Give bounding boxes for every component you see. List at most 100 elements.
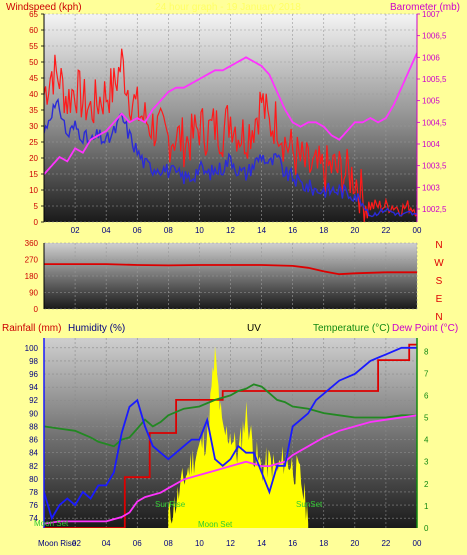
humidity-x-tick: 16 — [288, 539, 297, 548]
wind-x-tick: 08 — [164, 226, 173, 235]
temperature-y-tick: 5 — [424, 414, 429, 423]
direction-y-tick: 0 — [34, 305, 39, 314]
wind-x-tick: 02 — [71, 226, 80, 235]
wind-x-tick: 00 — [413, 226, 422, 235]
dew-point-label: Dew Point (°C) — [392, 323, 458, 334]
wind-y-tick: 5 — [34, 202, 39, 211]
direction-grid — [44, 242, 418, 310]
wind-axis-label: Windspeed (kph) — [6, 2, 82, 13]
wind-x-tick: 22 — [381, 226, 390, 235]
wind-y-tick: 65 — [29, 10, 38, 19]
humidity-series — [44, 343, 417, 528]
humidity-axes: 7476788082848688909294969810001234567804… — [25, 338, 429, 548]
compass-label: W — [434, 258, 444, 269]
wind-axes: 0 5 10 15 20 25 30 35 40 45 50 55 60 65 1002,5 1003 1003… — [29, 10, 447, 235]
temperature-y-tick: 8 — [424, 347, 429, 356]
wind-y-tick: 25 — [29, 138, 38, 147]
humidity-y-tick: 84 — [29, 449, 38, 458]
humidity-y-tick: 94 — [29, 383, 38, 392]
barometer-y-tick: 1004 — [422, 140, 440, 149]
barometer-y-tick: 1005 — [422, 97, 440, 106]
barometer-y-tick: 1003,5 — [422, 162, 447, 171]
wind-y-tick: 20 — [29, 154, 38, 163]
direction-y-tick: 360 — [25, 239, 39, 248]
humidity-y-tick: 82 — [29, 462, 38, 471]
humidity-x-tick: 00 — [413, 539, 422, 548]
wind-series — [44, 48, 417, 222]
windspeed-series-line — [44, 97, 417, 218]
temperature-y-tick: 0 — [424, 524, 429, 533]
rainfall-label: Rainfall (mm) — [2, 323, 61, 334]
compass-label: N — [435, 240, 442, 251]
barometer-series-line — [44, 52, 417, 175]
humidity-x-tick: 22 — [381, 539, 390, 548]
x-first-tick: 02 — [72, 539, 81, 548]
direction-y-tick: 90 — [29, 289, 38, 298]
wind-y-tick: 0 — [34, 218, 39, 227]
humidity-x-tick: 04 — [102, 539, 111, 548]
uv-label: UV — [247, 323, 261, 334]
temperature-y-tick: 3 — [424, 458, 429, 467]
sunrise-label: SunRise — [155, 500, 186, 509]
temperature-label: Temperature (°C) — [313, 323, 390, 334]
wind-y-tick: 55 — [29, 42, 38, 51]
temperature-y-tick: 2 — [424, 480, 429, 489]
compass-label: S — [436, 276, 443, 287]
direction-series-line — [44, 263, 417, 276]
wind-y-tick: 15 — [29, 170, 38, 179]
wind-y-tick: 10 — [29, 186, 38, 195]
humidity-label: Humidity (%) — [68, 323, 125, 334]
barometer-axis-label: Barometer (mb) — [390, 2, 460, 13]
humidity-x-tick: 18 — [319, 539, 328, 548]
wind-y-tick: 40 — [29, 90, 38, 99]
gust-series-line — [44, 48, 417, 222]
humidity-y-tick: 96 — [29, 370, 38, 379]
humidity-y-tick: 86 — [29, 436, 38, 445]
humidity-x-tick: 10 — [195, 539, 204, 548]
wind-y-tick: 45 — [29, 74, 38, 83]
humidity-y-tick: 98 — [29, 357, 38, 366]
humidity-y-tick: 100 — [25, 344, 39, 353]
wind-y-tick: 30 — [29, 122, 38, 131]
barometer-y-tick: 1002,5 — [422, 205, 447, 214]
sunset-label: SunSet — [296, 500, 323, 509]
humidity-y-tick: 90 — [29, 409, 38, 418]
direction-y-tick: 270 — [25, 256, 39, 265]
wind-x-tick: 20 — [350, 226, 359, 235]
humidity-x-tick: 12 — [226, 539, 235, 548]
compass-label: E — [436, 294, 443, 305]
wind-x-tick: 18 — [319, 226, 328, 235]
temperature-y-tick: 6 — [424, 391, 429, 400]
moon-set-left-label: Moon Set — [34, 519, 69, 528]
temperature-y-tick: 7 — [424, 369, 429, 378]
wind-x-tick: 12 — [226, 226, 235, 235]
humidity-x-tick: 20 — [350, 539, 359, 548]
humidity-x-tick: 14 — [257, 539, 266, 548]
humidity-x-tick: 06 — [133, 539, 142, 548]
barometer-y-tick: 1005,5 — [422, 75, 447, 84]
wind-y-tick: 60 — [29, 26, 38, 35]
rainfall-series-line — [44, 343, 417, 528]
humidity-series-line — [44, 346, 417, 521]
barometer-y-tick: 1006 — [422, 53, 440, 62]
humidity-y-tick: 76 — [29, 501, 38, 510]
temperature-y-tick: 1 — [424, 502, 429, 511]
humidity-y-tick: 88 — [29, 422, 38, 431]
humidity-y-tick: 80 — [29, 475, 38, 484]
barometer-y-tick: 1006,5 — [422, 32, 447, 41]
wind-x-tick: 14 — [257, 226, 266, 235]
barometer-y-tick: 1004,5 — [422, 118, 447, 127]
wind-y-tick: 50 — [29, 58, 38, 67]
humidity-x-tick: 08 — [164, 539, 173, 548]
wind-x-tick: 16 — [288, 226, 297, 235]
temperature-y-tick: 4 — [424, 436, 429, 445]
compass-label: N — [435, 312, 442, 323]
wind-x-tick: 06 — [133, 226, 142, 235]
wind-x-tick: 10 — [195, 226, 204, 235]
humidity-y-tick: 74 — [29, 514, 38, 523]
direction-y-tick: 180 — [25, 272, 39, 281]
barometer-y-tick: 1007 — [422, 10, 440, 19]
uv-series-area — [168, 346, 309, 528]
humidity-y-tick: 78 — [29, 488, 38, 497]
